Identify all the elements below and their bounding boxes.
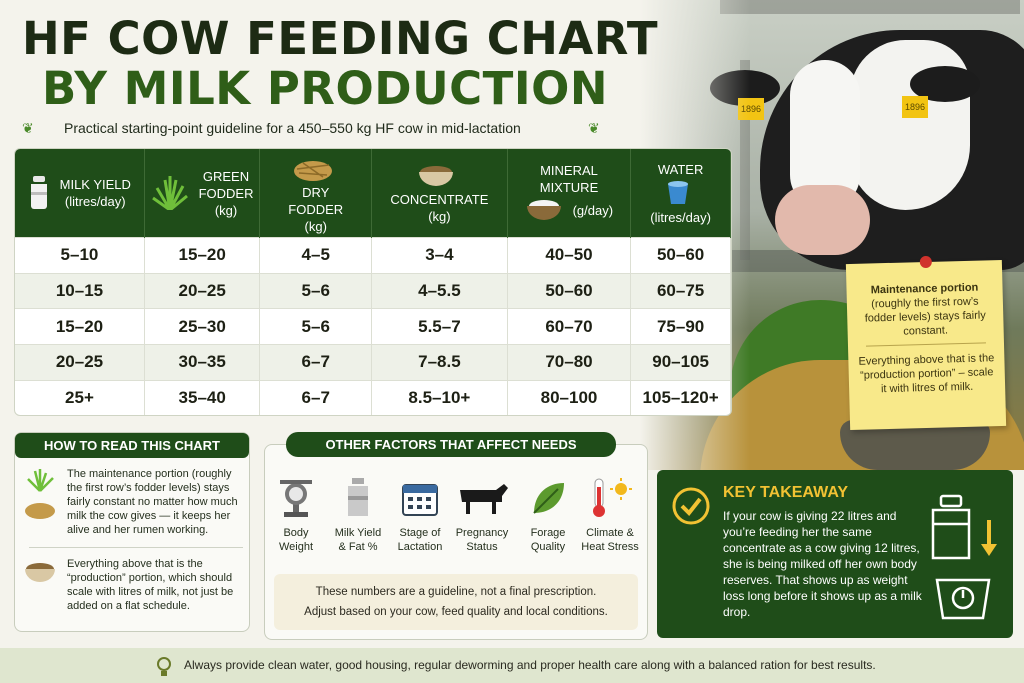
- table-cell: 5–6: [259, 272, 373, 309]
- water-bucket-icon: [664, 178, 692, 209]
- feed-bowl-icon: [23, 559, 57, 591]
- table-cell: 70–80: [507, 343, 632, 381]
- table-row: 5–10 15–20 4–5 3–4 40–50 50–60: [15, 237, 731, 274]
- cow-icon: [446, 476, 518, 520]
- ear-tag: 1896: [902, 96, 928, 118]
- cow-photo: 1896 1896: [640, 0, 1024, 470]
- header-mineral-mixture: MINERAL MIXTURE (g/day): [507, 149, 632, 238]
- table-cell: 90–105: [630, 343, 731, 381]
- table-cell: 15–20: [15, 308, 145, 345]
- milk-can-icon: [28, 174, 50, 213]
- table-row: 15–20 25–30 5–6 5.5–7 60–70 75–90: [15, 308, 731, 345]
- milk-can-icon: [322, 476, 394, 520]
- header-dry-fodder: DRY FODDER (kg): [259, 149, 373, 238]
- table-cell: 10–15: [15, 272, 145, 309]
- scale-icon: [260, 476, 332, 520]
- other-factors-heading: OTHER FACTORS THAT AFFECT NEEDS: [286, 432, 616, 457]
- header-concentrate: CONCENTRATE (kg): [371, 149, 508, 238]
- table-cell: 25+: [15, 379, 145, 415]
- sticky-text: (roughly the first row’s fodder levels) …: [864, 295, 986, 338]
- divider: [29, 547, 243, 548]
- table-cell: 8.5–10+: [371, 379, 508, 415]
- footer-text: Always provide clean water, good housing…: [184, 658, 876, 672]
- table-cell: 25–30: [144, 308, 261, 345]
- key-takeaway-heading: KEY TAKEAWAY: [723, 484, 849, 501]
- table-cell: 75–90: [630, 308, 731, 345]
- sticky-text: Everything above that is the “production…: [858, 352, 995, 396]
- guideline-note: These numbers are a guideline, not a fin…: [274, 574, 638, 630]
- factor-climate-heat-stress: Climate & Heat Stress: [574, 476, 646, 554]
- table-cell: 105–120+: [630, 379, 731, 415]
- header-water: WATER (litres/day): [630, 149, 731, 238]
- table-cell: 80–100: [507, 379, 632, 415]
- leaf-icon: ❦: [22, 120, 34, 136]
- table-cell: 5–6: [259, 308, 373, 345]
- thermometer-sun-icon: [574, 476, 646, 520]
- grass-icon: [151, 174, 189, 213]
- table-cell: 5.5–7: [371, 308, 508, 345]
- table-cell: 50–60: [630, 237, 731, 274]
- page-title-line2: BY MILK PRODUCTION: [42, 62, 608, 115]
- hay-icon: [293, 151, 333, 184]
- table-header-row: MILK YIELD (litres/day) GREEN FODDER (kg) D…: [15, 149, 731, 238]
- scale-icon: [933, 570, 993, 627]
- grass-hay-icon: [23, 469, 57, 525]
- key-takeaway-box: KEY TAKEAWAY If your cow is giving 22 li…: [657, 470, 1013, 638]
- leaf-icon: [512, 476, 584, 520]
- table-cell: 4–5.5: [371, 272, 508, 309]
- mineral-bowl-icon: [525, 196, 563, 225]
- table-cell: 40–50: [507, 237, 632, 274]
- table-row: 10–15 20–25 5–6 4–5.5 50–60 60–75: [15, 272, 731, 309]
- header-milk-yield: MILK YIELD (litres/day): [15, 149, 145, 238]
- arrow-down-icon: [979, 518, 999, 563]
- sticky-divider: [865, 342, 986, 347]
- table-row: 20–25 30–35 6–7 7–8.5 70–80 90–105: [15, 343, 731, 381]
- table-cell: 6–7: [259, 343, 373, 381]
- table-cell: 4–5: [259, 237, 373, 274]
- feeding-table: MILK YIELD (litres/day) GREEN FODDER (kg) D…: [14, 148, 732, 416]
- how-to-read-heading: HOW TO READ THIS CHART: [15, 433, 249, 458]
- feed-bowl-icon: [417, 162, 455, 191]
- factor-milk-yield: Milk Yield & Fat %: [322, 476, 394, 554]
- table-cell: 60–70: [507, 308, 632, 345]
- pin-icon: [919, 255, 932, 269]
- table-cell: 5–10: [15, 237, 145, 274]
- how-to-read-box: HOW TO READ THIS CHART The maintenance p…: [14, 432, 250, 632]
- page-title: HF COW FEEDING CHART: [22, 12, 659, 65]
- key-takeaway-text: If your cow is giving 22 litres and you’…: [723, 509, 922, 619]
- table-cell: 35–40: [144, 379, 261, 415]
- factor-stage-of-lactation: Stage of Lactation: [384, 476, 456, 554]
- milk-can-icon: [927, 494, 975, 569]
- subtitle: Practical starting-point guideline for a…: [64, 120, 521, 136]
- table-cell: 20–25: [15, 343, 145, 381]
- table-row: 25+ 35–40 6–7 8.5–10+ 80–100 105–120+: [15, 379, 731, 415]
- header-green-fodder: GREEN FODDER (kg): [144, 149, 261, 238]
- calendar-icon: [384, 476, 456, 520]
- table-cell: 3–4: [371, 237, 508, 274]
- factor-pregnancy-status: Pregnancy Status: [446, 476, 518, 554]
- table-cell: 6–7: [259, 379, 373, 415]
- table-cell: 60–75: [630, 272, 731, 309]
- footer-bar: Always provide clean water, good housing…: [0, 648, 1024, 683]
- lightbulb-icon: [154, 656, 174, 683]
- factor-body-weight: Body Weight: [260, 476, 332, 554]
- table-cell: 20–25: [144, 272, 261, 309]
- table-cell: 30–35: [144, 343, 261, 381]
- leaf-icon: ❦: [588, 120, 600, 136]
- table-cell: 7–8.5: [371, 343, 508, 381]
- table-cell: 50–60: [507, 272, 632, 309]
- check-circle-icon: [671, 486, 711, 531]
- sticky-note: Maintenance portion (roughly the first r…: [845, 255, 1007, 431]
- table-cell: 15–20: [144, 237, 261, 274]
- factor-forage-quality: Forage Quality: [512, 476, 584, 554]
